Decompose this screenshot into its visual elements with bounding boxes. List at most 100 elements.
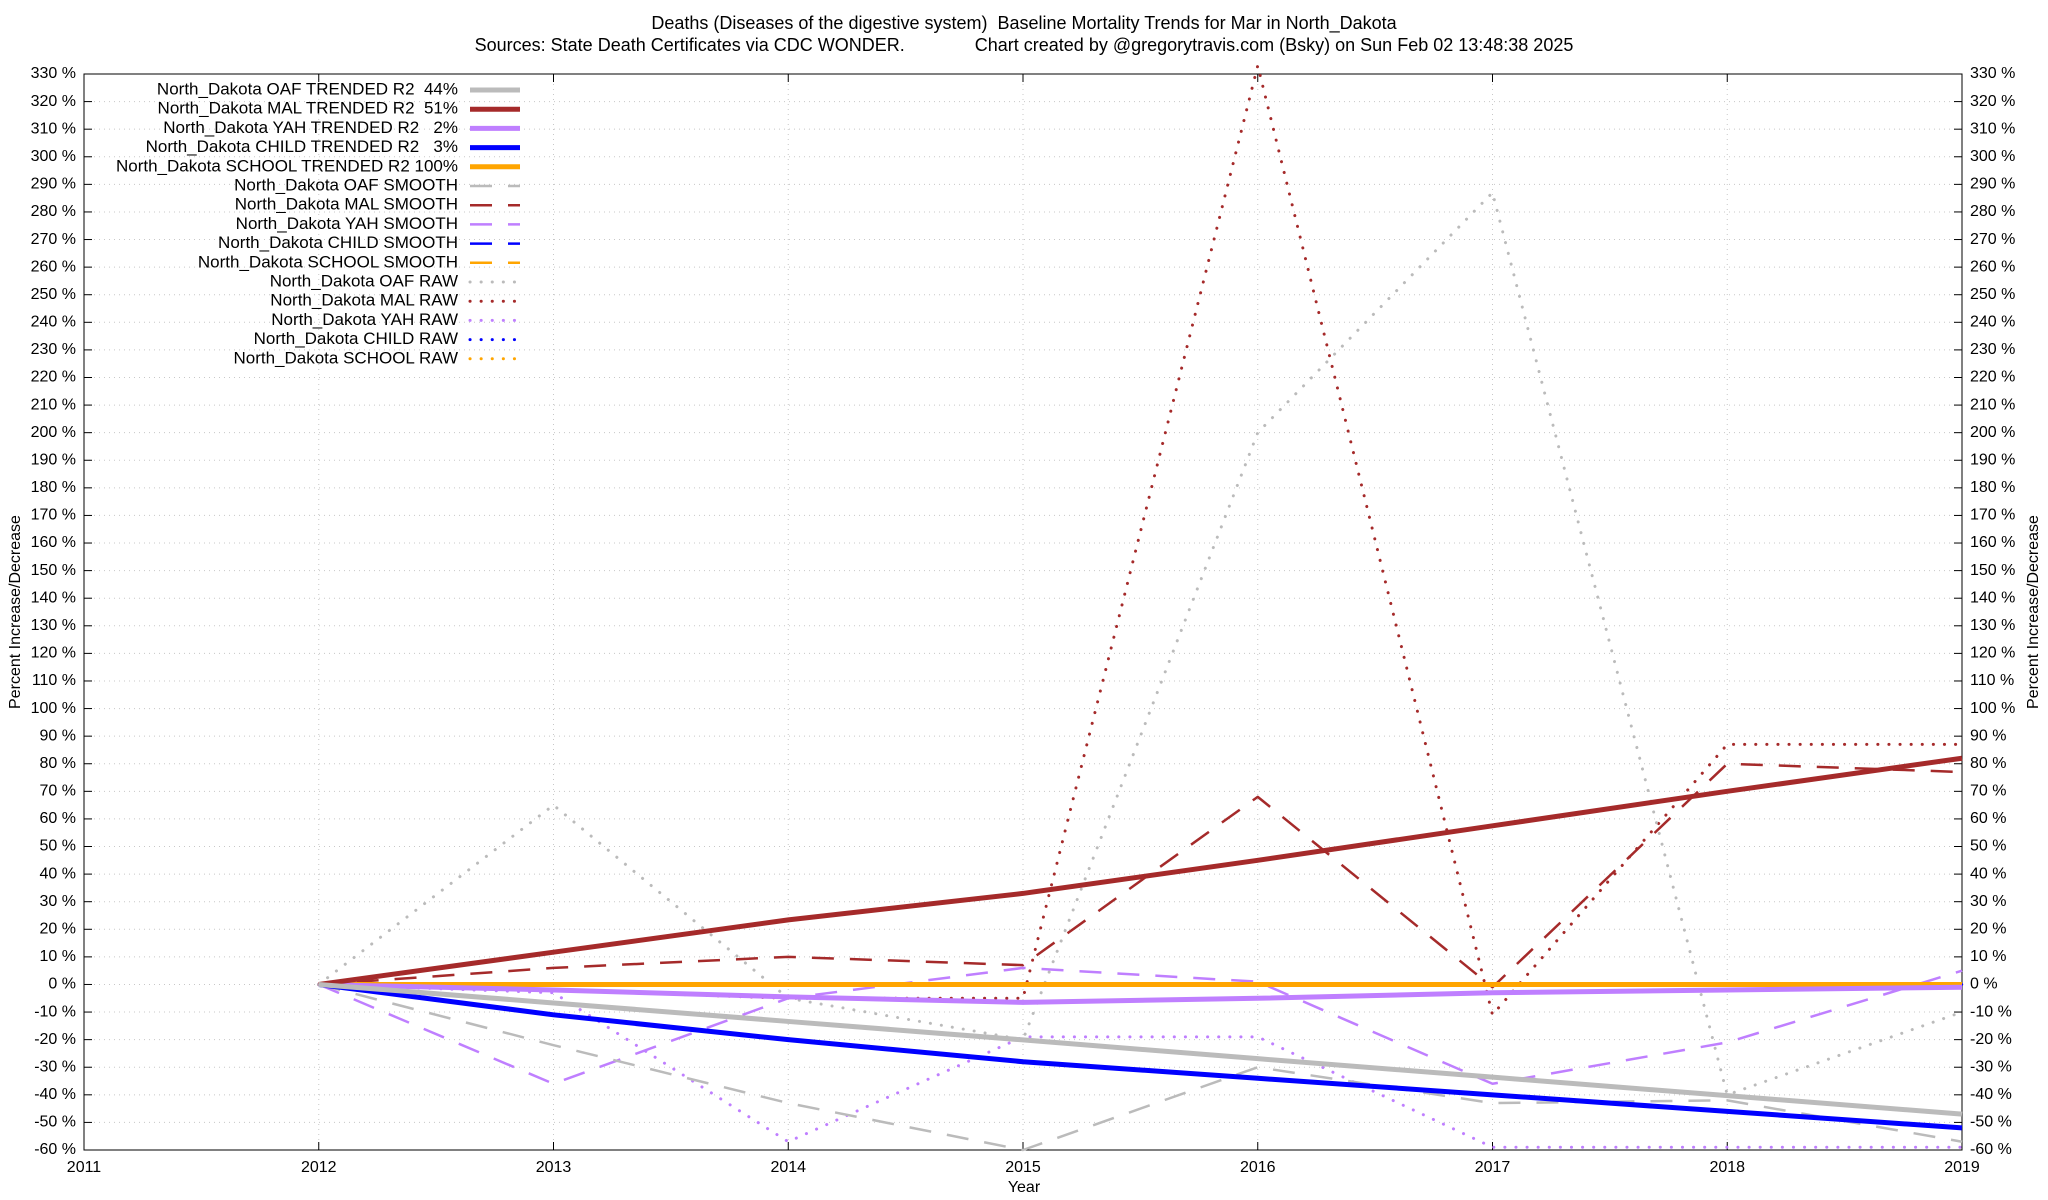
series-line [318,762,1963,989]
y-tick-label: 10 % [40,948,76,965]
y2-tick-label: 40 % [1970,865,2006,882]
series-line [318,983,1963,1152]
legend-label: North_Dakota MAL TRENDED R2 51% [158,99,458,118]
y2-tick-label: 240 % [1970,314,2015,331]
y-tick-label: 70 % [40,783,76,800]
x-tick-label: 2011 [67,1159,102,1176]
y-tick-label: 30 % [40,893,76,910]
y2-tick-label: 200 % [1970,424,2015,441]
legend-label: North_Dakota YAH RAW [271,310,458,329]
legend-label: North_Dakota SCHOOL SMOOTH [198,252,458,271]
y-tick-label: 120 % [31,645,76,662]
chart-title: Deaths (Diseases of the digestive system… [651,13,1397,34]
x-tick-label: 2012 [301,1159,337,1176]
y-tick-label: 310 % [31,120,76,137]
y-tick-label: 40 % [40,865,76,882]
x-tick-label: 2015 [1005,1159,1041,1176]
y2-tick-label: 270 % [1970,231,2015,248]
x-tick-label: 2013 [536,1159,572,1176]
y-tick-label: 80 % [40,755,76,772]
x-tick-label: 2017 [1475,1159,1511,1176]
y2-tick-label: 160 % [1970,534,2015,551]
x-tick-label: 2016 [1240,1159,1276,1176]
y-tick-label: 320 % [31,93,76,110]
chart-subtitle: Sources: State Death Certificates via CD… [475,35,1574,55]
y-tick-label: 330 % [31,65,76,82]
legend-label: North_Dakota CHILD SMOOTH [218,233,458,252]
y2-tick-label: 220 % [1970,369,2015,386]
legend-label: North_Dakota OAF SMOOTH [234,175,458,194]
y2-tick-label: 290 % [1970,176,2015,193]
series-line [317,982,1964,1149]
legend-label: North_Dakota OAF TRENDED R2 44% [157,79,458,98]
x-tick-label: 2018 [1709,1159,1745,1176]
y-tick-label: 240 % [31,314,76,331]
y2-tick-label: 110 % [1970,672,2014,689]
y2-tick-label: 190 % [1970,451,2015,468]
y2-tick-label: 20 % [1970,921,2006,938]
legend-label: North_Dakota YAH TRENDED R2 2% [163,118,458,137]
series-line [318,981,1963,1117]
legend-label: North_Dakota OAF RAW [270,271,458,290]
y-tick-label: 220 % [31,369,76,386]
y-tick-label: 230 % [31,341,76,358]
y-tick-label: -20 % [34,1031,76,1048]
y2-tick-label: 80 % [1970,755,2006,772]
legend-label: North_Dakota CHILD TRENDED R2 3% [146,137,458,156]
y2-tick-label: -30 % [1970,1058,2012,1075]
y2-tick-label: -10 % [1970,1003,2012,1020]
legend-label: North_Dakota SCHOOL RAW [233,348,458,367]
y-tick-label: 170 % [31,507,76,524]
y-tick-label: -50 % [34,1114,76,1131]
y-tick-label: 130 % [31,617,76,634]
y-tick-label: 60 % [40,810,76,827]
y-tick-label: 90 % [40,727,76,744]
legend-label: North_Dakota SCHOOL TRENDED R2 100% [116,156,458,175]
y2-tick-label: 0 % [1970,976,1998,993]
y-tick-label: 140 % [31,589,76,606]
legend-label: North_Dakota MAL RAW [270,291,458,310]
y-tick-label: 280 % [31,203,76,220]
y-tick-label: 250 % [31,286,76,303]
y2-tick-label: 50 % [1970,838,2006,855]
series-line [317,191,1964,1097]
y2-tick-label: 140 % [1970,589,2015,606]
y2-tick-label: 320 % [1970,93,2015,110]
y-tick-label: -30 % [34,1058,76,1075]
y2-tick-label: 170 % [1970,507,2015,524]
y-tick-label: 0 % [48,976,76,993]
y2-tick-label: 300 % [1970,148,2015,165]
series-line [318,981,1963,1131]
y2-tick-label: 90 % [1970,727,2006,744]
y-tick-label: 110 % [32,672,76,689]
y2-tick-label: 10 % [1970,948,2006,965]
y-tick-label: 270 % [31,231,76,248]
y2-tick-label: 260 % [1970,258,2015,275]
y2-tick-label: 310 % [1970,120,2015,137]
y2-tick-label: 330 % [1970,65,2015,82]
y2-tick-label: 210 % [1970,396,2015,413]
y2-axis-label: Percent Increase/Decrease [2025,515,2042,709]
y2-tick-label: 250 % [1970,286,2015,303]
y-tick-label: 160 % [31,534,76,551]
y-tick-label: 190 % [31,451,76,468]
y2-tick-label: 130 % [1970,617,2015,634]
y-tick-label: -10 % [34,1003,76,1020]
y-tick-label: 210 % [31,396,76,413]
y2-tick-label: 60 % [1970,810,2006,827]
series-line [318,981,1963,1005]
y2-tick-label: 100 % [1970,700,2015,717]
x-axis-label: Year [1008,1179,1041,1196]
y-tick-label: -60 % [34,1141,76,1158]
x-tick-label: 2019 [1944,1159,1980,1176]
x-tick-label: 2014 [770,1159,806,1176]
y2-tick-label: 180 % [1970,479,2015,496]
y2-tick-label: -20 % [1970,1031,2012,1048]
y-tick-label: 200 % [31,424,76,441]
y-tick-label: 150 % [31,562,76,579]
y-tick-label: -40 % [34,1086,76,1103]
y-tick-label: 20 % [40,921,76,938]
y-tick-label: 100 % [31,700,76,717]
y-tick-label: 50 % [40,838,76,855]
